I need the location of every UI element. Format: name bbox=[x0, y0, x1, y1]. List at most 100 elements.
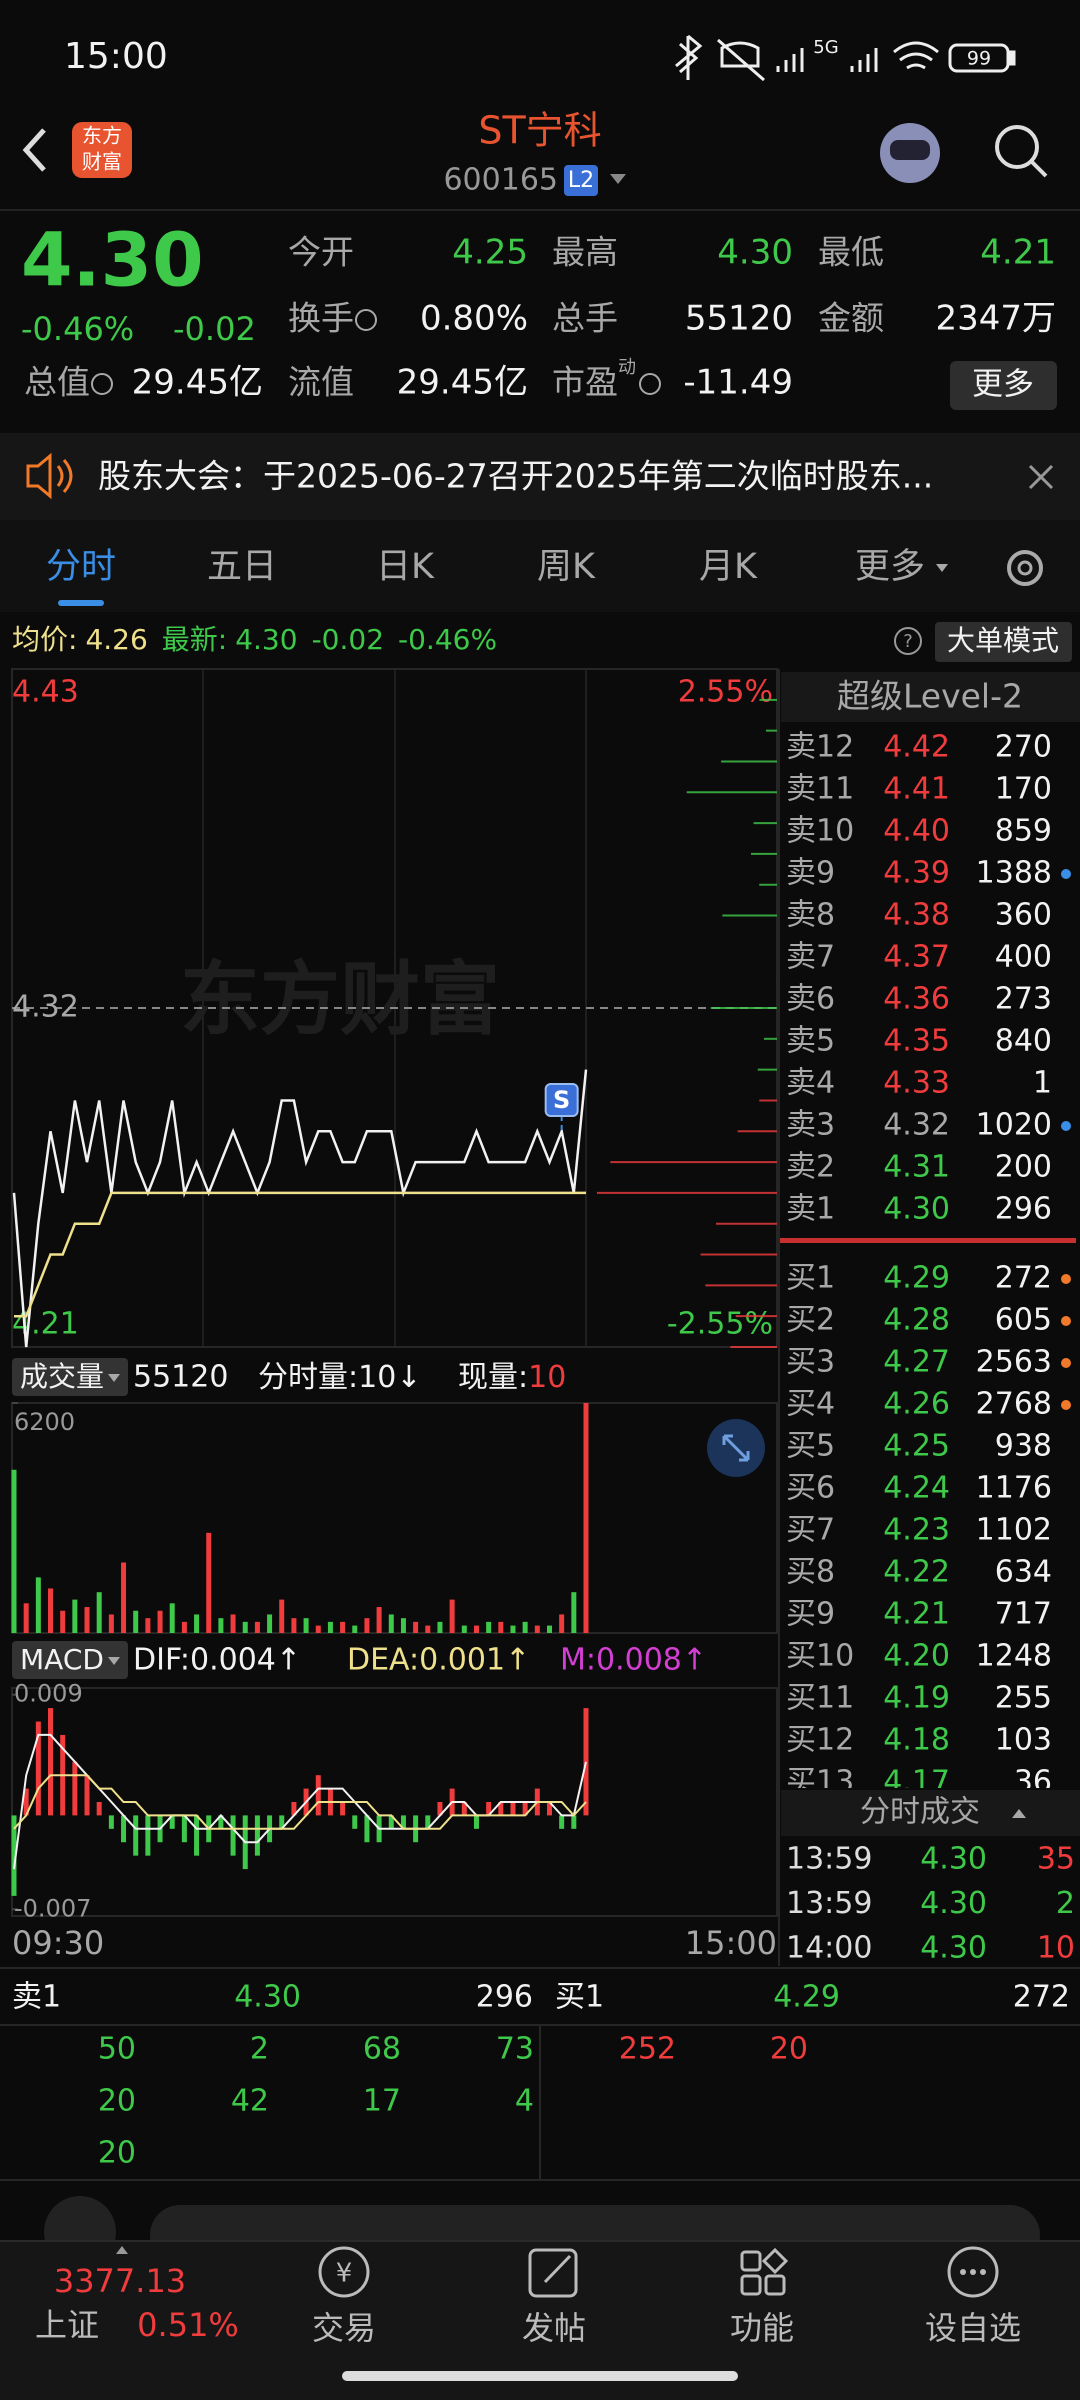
clock: 15:00 bbox=[64, 36, 168, 77]
nav-item[interactable]: 设自选 bbox=[925, 2309, 1021, 2347]
volume-bar bbox=[72, 1599, 78, 1633]
tab: 五日 bbox=[207, 547, 277, 587]
avg-value: 4.26 bbox=[85, 623, 147, 656]
volume-button[interactable] bbox=[12, 1358, 128, 1396]
trade-time: 14:00 bbox=[786, 1931, 872, 1966]
macd-bar bbox=[473, 1815, 479, 1829]
macd-button[interactable] bbox=[12, 1641, 128, 1679]
level-qty: 2563 bbox=[976, 1345, 1052, 1380]
y-tick-label: 0.009 bbox=[14, 1680, 83, 1708]
total-volume: 55120 bbox=[133, 1360, 228, 1395]
avatar-visor bbox=[890, 140, 930, 160]
back-button[interactable] bbox=[22, 128, 46, 172]
post-icon[interactable] bbox=[528, 2248, 578, 2298]
level-price: 4.39 bbox=[883, 856, 950, 891]
level-price: 4.19 bbox=[883, 1681, 950, 1716]
bid-order: 20 bbox=[770, 2032, 808, 2067]
tab: 周K bbox=[537, 547, 596, 587]
trade-time: 13:59 bbox=[786, 1886, 872, 1921]
level-label: 买3 bbox=[786, 1345, 835, 1380]
settings-hub bbox=[1017, 560, 1033, 576]
current-volume: 现量:10 bbox=[458, 1360, 566, 1395]
search-button[interactable] bbox=[995, 125, 1039, 169]
trade-price: 4.30 bbox=[920, 1886, 987, 1921]
volume-bar bbox=[340, 1621, 346, 1633]
volume-bar bbox=[559, 1614, 565, 1633]
macd-bar bbox=[145, 1815, 151, 1856]
y-tick-label: -0.007 bbox=[14, 1894, 91, 1922]
trade-time: 13:59 bbox=[786, 1842, 872, 1877]
macd-bar bbox=[583, 1708, 589, 1816]
volume-bar bbox=[315, 1625, 321, 1633]
tab: 日K bbox=[376, 547, 435, 587]
trades-header[interactable] bbox=[781, 1790, 1080, 1836]
more-button-label: 更多 bbox=[972, 367, 1034, 403]
volume-bar bbox=[194, 1614, 200, 1633]
post-pen bbox=[543, 2254, 572, 2284]
index-arrow bbox=[116, 2246, 128, 2254]
nav-item[interactable]: 功能 bbox=[730, 2309, 794, 2347]
stat-label: 市盈 bbox=[552, 363, 618, 402]
level-label: 卖1 bbox=[786, 1192, 835, 1227]
x-tick-label: 15:00 bbox=[685, 1924, 777, 1962]
stock-name: ST宁科 bbox=[478, 109, 601, 153]
stat-value: 29.45亿 bbox=[397, 363, 528, 403]
volume-bar bbox=[60, 1610, 66, 1633]
help-icon[interactable] bbox=[894, 627, 922, 655]
nav-item[interactable]: 发帖 bbox=[522, 2309, 586, 2347]
close-notice[interactable] bbox=[1028, 464, 1054, 490]
func-icon[interactable] bbox=[740, 2250, 762, 2272]
stat-label: 最高 bbox=[552, 233, 618, 272]
macd-bar bbox=[35, 1721, 41, 1816]
level-dot bbox=[1061, 1316, 1071, 1326]
trade-icon[interactable] bbox=[318, 2246, 370, 2298]
bluetooth-icon bbox=[675, 34, 703, 80]
macd-bar bbox=[388, 1815, 394, 1829]
macd-frame bbox=[11, 1687, 778, 1917]
level-qty: 1 bbox=[1033, 1066, 1052, 1101]
level-qty: 200 bbox=[995, 1150, 1052, 1185]
network-type: 5G bbox=[813, 37, 838, 58]
level-qty: 36 bbox=[1014, 1765, 1052, 1800]
macd-bar bbox=[254, 1815, 260, 1856]
volume-bar bbox=[498, 1621, 504, 1633]
trade-volume: 10 bbox=[1037, 1931, 1075, 1966]
volume-bar bbox=[230, 1614, 236, 1633]
stat-value: 0.80% bbox=[420, 299, 528, 339]
level-label: 卖7 bbox=[786, 940, 835, 975]
level-price: 4.37 bbox=[883, 940, 950, 975]
trade-volume: 35 bbox=[1037, 1842, 1075, 1877]
orderbook-header bbox=[781, 672, 1080, 722]
level-dot bbox=[1061, 869, 1071, 879]
settings-button[interactable] bbox=[1007, 550, 1043, 586]
signal-icon bbox=[776, 48, 804, 72]
ask-order: 20 bbox=[98, 2136, 136, 2171]
big-order-button[interactable] bbox=[935, 622, 1072, 662]
orderbook-bids: 买1 4.29 272 买2 4.28 605 买3 4.27 2563 买4 4.26 2768 买5… bbox=[786, 1261, 1071, 1800]
volume-bar bbox=[121, 1562, 127, 1633]
level-qty: 634 bbox=[995, 1555, 1052, 1590]
level-price: 4.35 bbox=[883, 1024, 950, 1059]
ask-order: 4 bbox=[515, 2084, 534, 2119]
level-price: 4.40 bbox=[883, 814, 950, 849]
more-button[interactable] bbox=[950, 361, 1057, 410]
level-label: 卖6 bbox=[786, 982, 835, 1017]
detail-qty: 272 bbox=[1013, 1980, 1070, 2015]
stat-label: 最低 bbox=[818, 233, 884, 272]
minute-arrow: ↓ bbox=[396, 1360, 421, 1395]
y-tick-label: 4.21 bbox=[12, 1307, 79, 1342]
code-dropdown[interactable] bbox=[610, 174, 626, 184]
stat-value: 4.21 bbox=[980, 233, 1056, 273]
tab-underline bbox=[58, 600, 104, 606]
watchlist-icon[interactable] bbox=[947, 2246, 999, 2298]
trade-price: 4.30 bbox=[920, 1842, 987, 1877]
nav-item[interactable]: 交易 bbox=[312, 2309, 376, 2347]
price-line bbox=[12, 1069, 588, 1348]
level-qty: 1102 bbox=[976, 1513, 1052, 1548]
macd-bar bbox=[437, 1802, 443, 1816]
ask-order: 50 bbox=[98, 2032, 136, 2067]
big-order-label: 大单模式 bbox=[947, 624, 1059, 657]
info-icon bbox=[639, 373, 661, 395]
notice-bar[interactable] bbox=[0, 433, 1080, 520]
macd-bar bbox=[546, 1802, 552, 1816]
